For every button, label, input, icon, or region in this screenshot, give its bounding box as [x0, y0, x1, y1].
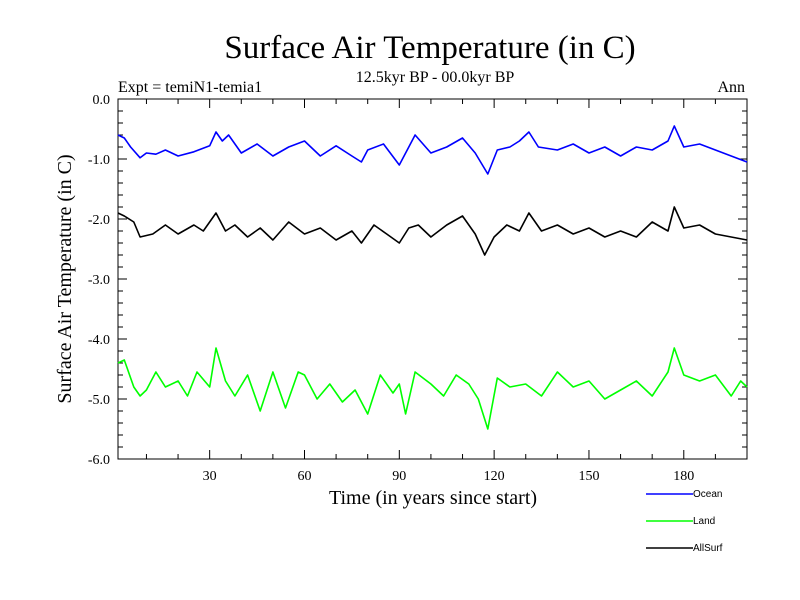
series-line-allsurf [117, 206, 748, 256]
x-tick-label: 30 [203, 469, 217, 484]
y-tick-label: -6.0 [88, 453, 110, 468]
experiment-label: Expt = temiN1-temia1 [118, 79, 262, 96]
series-line-ocean [117, 125, 748, 175]
series-line-land [117, 347, 748, 430]
y-tick-label: -5.0 [88, 393, 110, 408]
y-tick-label: -3.0 [88, 273, 110, 288]
x-axis-label: Time (in years since start) [329, 487, 537, 509]
y-tick-label: -1.0 [88, 153, 110, 168]
series-lines [117, 125, 748, 430]
y-axis-label: Surface Air Temperature (in C) [54, 154, 76, 403]
x-tick-label: 60 [297, 469, 311, 484]
y-tick-label: 0.0 [93, 93, 111, 108]
y-axis: 0.0 -1.0 -2.0 -3.0 -4.0 -5.0 -6.0 [88, 93, 747, 468]
x-tick-label: 90 [392, 469, 406, 484]
season-label: Ann [717, 79, 745, 96]
y-tick-label: -2.0 [88, 213, 110, 228]
legend-label-land: Land [693, 516, 715, 527]
x-axis: 30 60 90 120 150 180 [145, 99, 716, 484]
y-tick-label: -4.0 [88, 333, 110, 348]
x-tick-label: 150 [578, 469, 599, 484]
chart-title: Surface Air Temperature (in C) [224, 30, 635, 66]
chart-subtitle: 12.5kyr BP - 00.0kyr BP [356, 69, 515, 86]
x-tick-label: 120 [484, 469, 505, 484]
legend-label-allsurf: AllSurf [693, 543, 723, 554]
legend: Ocean Land AllSurf [646, 489, 723, 554]
legend-label-ocean: Ocean [693, 489, 722, 500]
x-tick-label: 180 [673, 469, 694, 484]
